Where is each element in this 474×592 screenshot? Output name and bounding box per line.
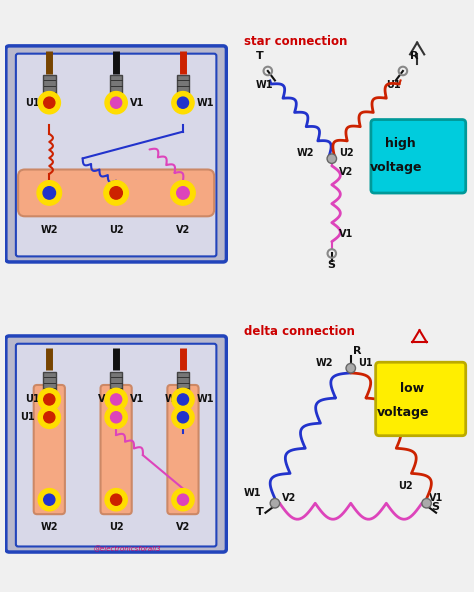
Text: S: S bbox=[327, 260, 335, 270]
FancyBboxPatch shape bbox=[43, 372, 55, 391]
Circle shape bbox=[38, 488, 61, 511]
Text: high: high bbox=[385, 137, 416, 150]
Circle shape bbox=[177, 494, 189, 505]
Text: V2: V2 bbox=[176, 522, 190, 532]
Text: U1: U1 bbox=[386, 79, 401, 89]
Text: U2: U2 bbox=[109, 522, 123, 532]
FancyBboxPatch shape bbox=[110, 75, 122, 94]
Circle shape bbox=[110, 97, 122, 108]
FancyBboxPatch shape bbox=[375, 362, 465, 436]
Circle shape bbox=[105, 388, 127, 411]
Circle shape bbox=[37, 181, 62, 205]
Text: voltage: voltage bbox=[377, 406, 429, 419]
Text: W1: W1 bbox=[196, 394, 214, 404]
Circle shape bbox=[172, 488, 194, 511]
Text: voltage: voltage bbox=[370, 160, 422, 173]
Circle shape bbox=[105, 406, 127, 429]
Circle shape bbox=[327, 154, 337, 163]
Circle shape bbox=[38, 92, 61, 114]
Circle shape bbox=[44, 97, 55, 108]
Text: W2: W2 bbox=[41, 522, 58, 532]
Text: @electronicsforall3: @electronicsforall3 bbox=[93, 545, 161, 552]
Circle shape bbox=[44, 494, 55, 505]
FancyBboxPatch shape bbox=[34, 385, 65, 514]
Circle shape bbox=[171, 181, 195, 205]
Text: U2: U2 bbox=[109, 225, 123, 235]
Circle shape bbox=[38, 406, 61, 429]
Text: low: low bbox=[401, 382, 424, 395]
Text: U1: U1 bbox=[25, 98, 39, 108]
FancyBboxPatch shape bbox=[167, 385, 199, 514]
Text: W2: W2 bbox=[41, 225, 58, 235]
Circle shape bbox=[44, 394, 55, 405]
Circle shape bbox=[270, 498, 280, 508]
Text: delta connection: delta connection bbox=[244, 325, 355, 338]
Text: star connection: star connection bbox=[244, 35, 347, 48]
Circle shape bbox=[105, 92, 127, 114]
Text: V2: V2 bbox=[339, 168, 353, 177]
Text: W1: W1 bbox=[165, 394, 182, 404]
Text: V2: V2 bbox=[176, 225, 190, 235]
FancyBboxPatch shape bbox=[371, 120, 465, 193]
Circle shape bbox=[110, 186, 122, 199]
FancyBboxPatch shape bbox=[18, 169, 214, 216]
FancyBboxPatch shape bbox=[6, 46, 227, 262]
Text: W1: W1 bbox=[256, 79, 273, 89]
Circle shape bbox=[346, 363, 356, 373]
Circle shape bbox=[105, 488, 127, 511]
Text: W1: W1 bbox=[196, 98, 214, 108]
Text: R: R bbox=[353, 346, 362, 356]
Circle shape bbox=[110, 411, 122, 423]
Text: V1: V1 bbox=[129, 394, 144, 404]
Circle shape bbox=[177, 411, 189, 423]
Text: W1: W1 bbox=[244, 488, 262, 498]
Circle shape bbox=[177, 394, 189, 405]
Circle shape bbox=[422, 498, 431, 508]
Circle shape bbox=[172, 406, 194, 429]
Circle shape bbox=[177, 97, 189, 108]
Text: V1: V1 bbox=[129, 98, 144, 108]
Text: V2: V2 bbox=[282, 493, 296, 503]
FancyBboxPatch shape bbox=[100, 385, 132, 514]
Text: S: S bbox=[431, 503, 439, 512]
Text: V1: V1 bbox=[429, 493, 443, 503]
Circle shape bbox=[172, 92, 194, 114]
Text: R: R bbox=[410, 51, 419, 61]
Circle shape bbox=[172, 388, 194, 411]
Circle shape bbox=[43, 186, 55, 199]
Text: U1: U1 bbox=[358, 358, 373, 368]
Text: T: T bbox=[256, 507, 264, 517]
FancyBboxPatch shape bbox=[16, 344, 216, 546]
Circle shape bbox=[110, 394, 122, 405]
FancyBboxPatch shape bbox=[16, 54, 216, 256]
FancyBboxPatch shape bbox=[177, 75, 189, 94]
Circle shape bbox=[104, 181, 128, 205]
Text: T: T bbox=[256, 51, 264, 61]
Text: U2: U2 bbox=[398, 481, 413, 491]
Text: U1: U1 bbox=[25, 394, 39, 404]
FancyBboxPatch shape bbox=[177, 372, 189, 391]
FancyBboxPatch shape bbox=[6, 336, 227, 552]
Circle shape bbox=[44, 411, 55, 423]
Circle shape bbox=[110, 494, 122, 505]
Text: V1: V1 bbox=[339, 229, 353, 239]
Circle shape bbox=[38, 388, 61, 411]
Text: U1: U1 bbox=[20, 412, 35, 422]
Text: W2: W2 bbox=[315, 358, 333, 368]
Text: V1: V1 bbox=[98, 394, 112, 404]
Text: U2: U2 bbox=[339, 148, 354, 158]
Text: W2: W2 bbox=[296, 148, 314, 158]
FancyBboxPatch shape bbox=[43, 75, 55, 94]
FancyBboxPatch shape bbox=[110, 372, 122, 391]
Circle shape bbox=[177, 186, 189, 199]
